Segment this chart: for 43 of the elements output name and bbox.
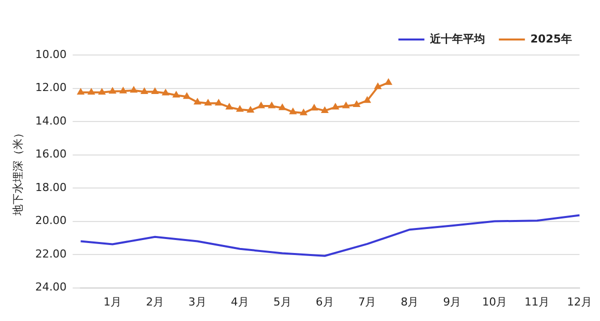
x-tick-label: 4月 xyxy=(230,295,249,308)
point xyxy=(98,88,106,95)
x-tick-label: 11月 xyxy=(524,295,550,308)
y-tick-label: 16.00 xyxy=(35,148,67,161)
y-tick-label: 18.00 xyxy=(35,180,67,194)
point xyxy=(215,100,222,106)
y-tick-label: 12.00 xyxy=(35,81,67,94)
x-tick-label: 9月 xyxy=(443,295,462,308)
point xyxy=(109,88,116,94)
point xyxy=(342,102,350,108)
y-tick-label: 10.00 xyxy=(35,48,67,61)
point xyxy=(258,102,264,108)
x-tick-label: 8月 xyxy=(400,295,419,308)
point xyxy=(194,98,201,104)
point xyxy=(247,106,254,113)
x-tick-label: 5月 xyxy=(273,295,292,308)
point xyxy=(141,88,148,94)
point xyxy=(374,83,382,90)
point xyxy=(353,101,360,107)
y-tick-label: 14.00 xyxy=(35,114,67,128)
x-tick-label: 10月 xyxy=(482,295,508,308)
point xyxy=(162,90,169,96)
x-tick-label: 6月 xyxy=(316,295,334,308)
y-tick-label: 22.00 xyxy=(35,247,67,260)
legend-label: 近十年平均 xyxy=(428,32,485,46)
point xyxy=(120,88,126,94)
x-tick-label: 7月 xyxy=(358,295,376,308)
x-tick-label: 12月 xyxy=(567,295,592,308)
y-tick-label: 24.00 xyxy=(35,280,67,294)
x-tick-label: 1月 xyxy=(104,295,122,308)
point xyxy=(385,79,392,85)
legend-label: 2025年 xyxy=(530,32,572,46)
point xyxy=(152,88,158,94)
y-tick-label: 20.00 xyxy=(35,214,67,228)
point xyxy=(204,100,212,106)
point xyxy=(332,104,339,110)
point xyxy=(279,104,286,110)
point xyxy=(236,106,244,112)
x-tick-label: 2月 xyxy=(146,295,164,308)
point xyxy=(300,110,307,116)
y-axis-title: 地下水埋深（米） xyxy=(11,127,24,216)
point xyxy=(290,108,296,114)
x-tick-label: 3月 xyxy=(188,295,206,308)
